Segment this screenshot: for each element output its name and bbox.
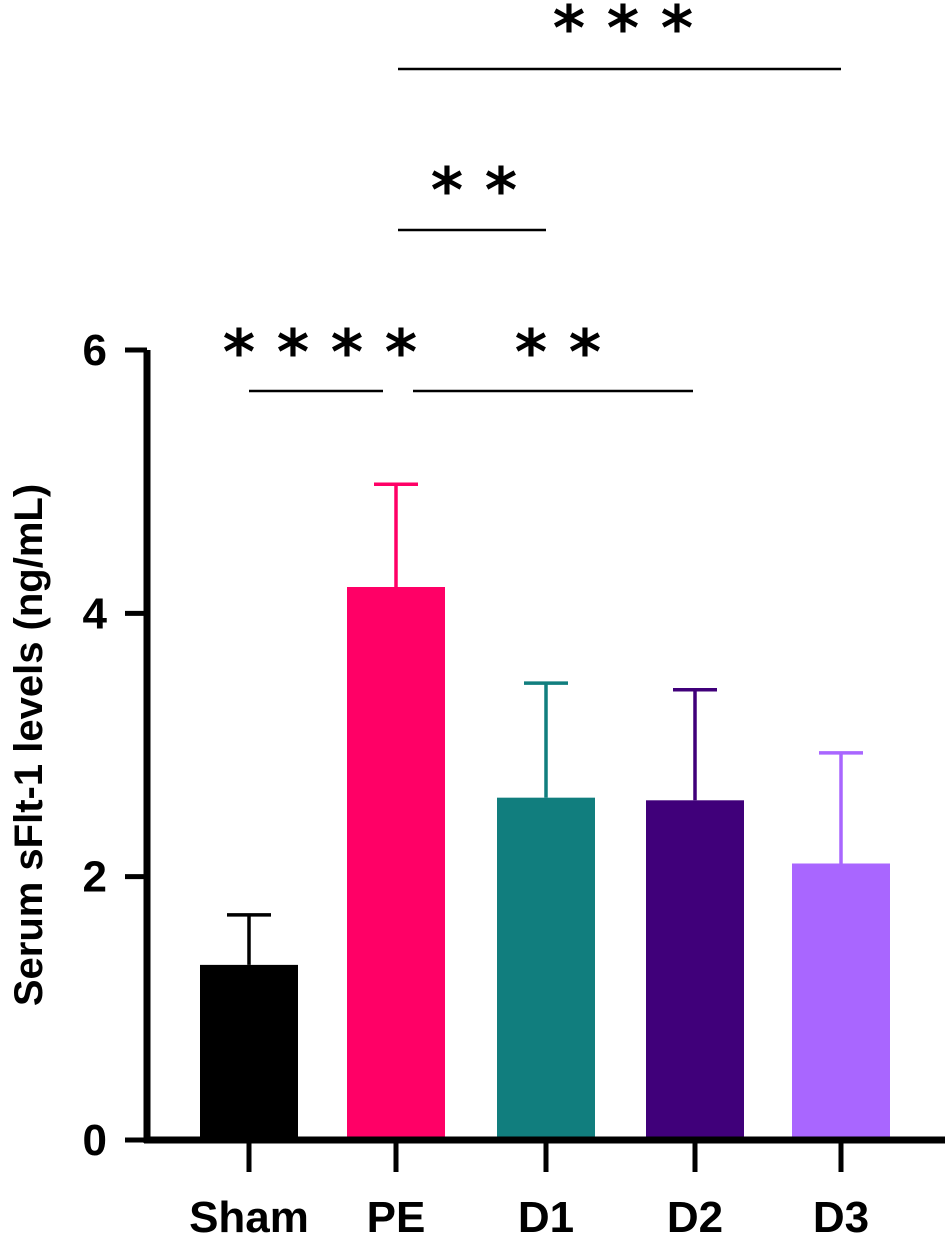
bar-sham bbox=[200, 964, 298, 1140]
x-tick-label-d3: D3 bbox=[813, 1193, 869, 1235]
y-tick-label-3: 6 bbox=[83, 326, 107, 375]
bar-pe bbox=[347, 587, 445, 1140]
bar-d1 bbox=[497, 797, 595, 1140]
bar-d2 bbox=[646, 800, 744, 1140]
y-axis-title: Serum sFlt-1 levels (ng/mL) bbox=[7, 484, 51, 1006]
y-tick-label-1: 2 bbox=[83, 853, 107, 902]
y-tick-label-0: 0 bbox=[83, 1116, 107, 1165]
significance-label-3: * * * bbox=[553, 0, 693, 65]
bar-d3 bbox=[792, 863, 890, 1140]
significance-label-0: * * * * bbox=[223, 316, 417, 389]
x-tick-label-pe: PE bbox=[367, 1193, 426, 1235]
significance-label-2: * * bbox=[431, 154, 517, 227]
significance-label-1: * * bbox=[515, 316, 601, 389]
x-tick-label-d2: D2 bbox=[667, 1193, 723, 1235]
x-tick-label-sham: Sham bbox=[189, 1193, 309, 1235]
x-tick-label-d1: D1 bbox=[518, 1193, 574, 1235]
y-tick-label-2: 4 bbox=[83, 589, 108, 638]
